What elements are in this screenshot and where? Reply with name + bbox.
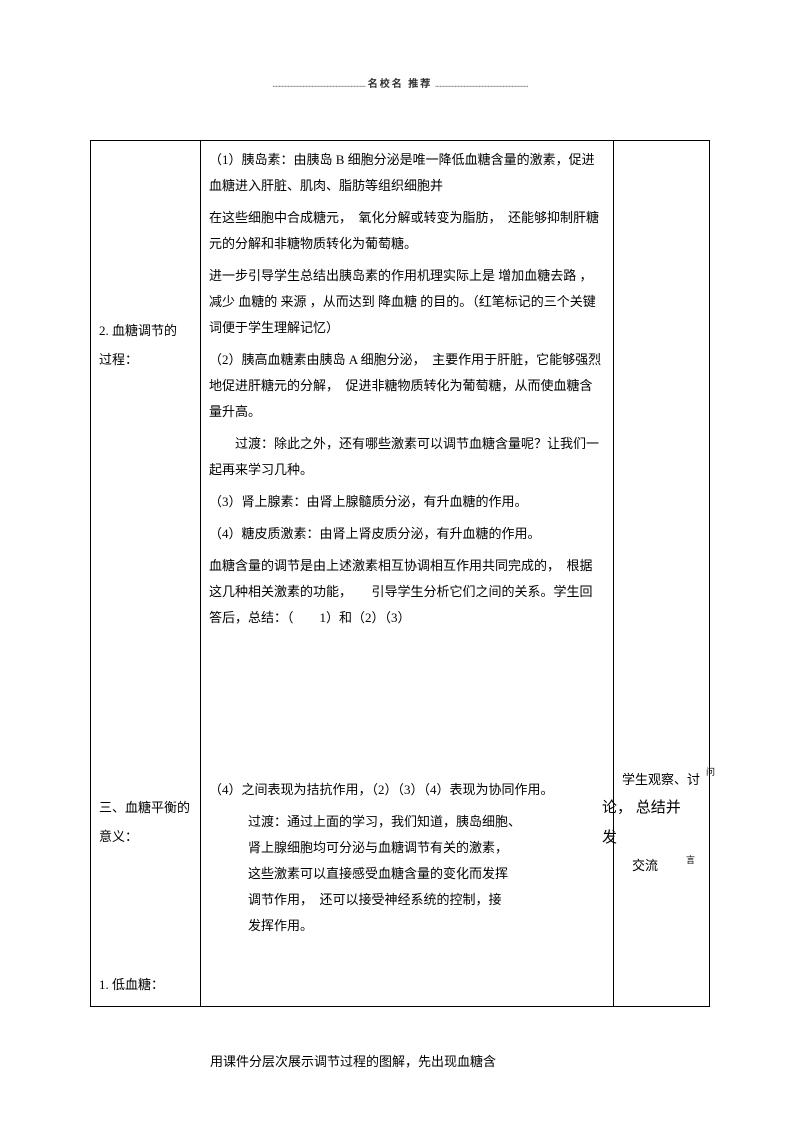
note-line: 交流	[632, 858, 658, 873]
paragraph: 在这些细胞中合成糖元， 氧化分解或转变为脂肪， 还能够抑制肝糖元的分解和非糖物质…	[209, 205, 605, 257]
cell-left: 2. 血糖调节的 过程： 三、血糖平衡的 意义： 1. 低血糖：	[91, 141, 201, 1007]
section2-heading: 2. 血糖调节的 过程：	[99, 317, 192, 374]
paragraph-line: 调节作用， 还可以接受神经系统的控制，接	[248, 887, 605, 913]
header-dots-left: ........................................…	[272, 79, 365, 90]
cell-middle: （1）胰岛素：由胰岛 B 细胞分泌是唯一降低血糖含量的激素，促进血糖进入肝脏、肌…	[201, 141, 614, 1007]
note-sup: 问	[706, 763, 715, 781]
paragraph-line: 这些激素可以直接感受血糖含量的变化而发挥	[248, 861, 605, 887]
item1-heading: 1. 低血糖：	[99, 971, 192, 1000]
section3-heading: 三、血糖平衡的 意义：	[99, 794, 192, 851]
header-label: 名校名 推荐	[368, 79, 433, 90]
paragraph: （1）胰岛素：由胰岛 B 细胞分泌是唯一降低血糖含量的激素，促进血糖进入肝脏、肌…	[209, 147, 605, 199]
section2-num: 2.	[99, 323, 109, 338]
footer-paragraph: 用课件分层次展示调节过程的图解，先出现血糖含	[210, 1050, 600, 1073]
paragraph: 过渡：除此之外，还有哪些激素可以调节血糖含量呢？让我们一起再来学习几种。	[209, 431, 605, 483]
paragraph: （4）之间表现为拮抗作用，（2）（3）（4）表现为协同作用。	[209, 777, 605, 803]
note-sup: 言	[686, 851, 695, 869]
content-table-container: 2. 血糖调节的 过程： 三、血糖平衡的 意义： 1. 低血糖： （1）胰岛素：…	[90, 140, 710, 1043]
paragraph-line: 发挥作用。	[248, 913, 605, 939]
paragraph: （2）胰高血糖素由胰岛 A 细胞分泌， 主要作用于肝脏，它能够强烈地促进肝糖元的…	[209, 347, 605, 425]
page-header: ........................................…	[90, 75, 710, 90]
note-block: 学生观察、讨 问 论， 总结并发 交流 言	[622, 767, 701, 879]
paragraph: （4）糖皮质激素：由肾上肾皮质分泌，有升血糖的作用。	[209, 521, 605, 547]
paragraph: 进一步引导学生总结出胰岛素的作用机理实际上是 增加血糖去路 ，减少 血糖的 来源…	[209, 263, 605, 341]
note-line: 学生观察、讨	[622, 772, 700, 787]
header-dots-right: ........................................…	[435, 79, 528, 90]
paragraph: （3）肾上腺素：由肾上腺髓质分泌，有升血糖的作用。	[209, 489, 605, 515]
paragraph-line: 肾上腺细胞均可分泌与血糖调节有关的激素，	[248, 835, 605, 861]
table-row: 2. 血糖调节的 过程： 三、血糖平衡的 意义： 1. 低血糖： （1）胰岛素：…	[91, 141, 710, 1007]
content-table: 2. 血糖调节的 过程： 三、血糖平衡的 意义： 1. 低血糖： （1）胰岛素：…	[90, 140, 710, 1007]
paragraph: 血糖含量的调节是由上述激素相互协调相互作用共同完成的， 根据这几种相关激素的功能…	[209, 553, 605, 631]
section2-title: 血糖调节的 过程：	[99, 323, 177, 367]
note-line: 论，	[602, 800, 632, 816]
cell-right: 学生观察、讨 问 论， 总结并发 交流 言	[614, 141, 710, 1007]
paragraph-line: 过渡：通过上面的学习，我们知道，胰岛细胞、	[248, 809, 605, 835]
